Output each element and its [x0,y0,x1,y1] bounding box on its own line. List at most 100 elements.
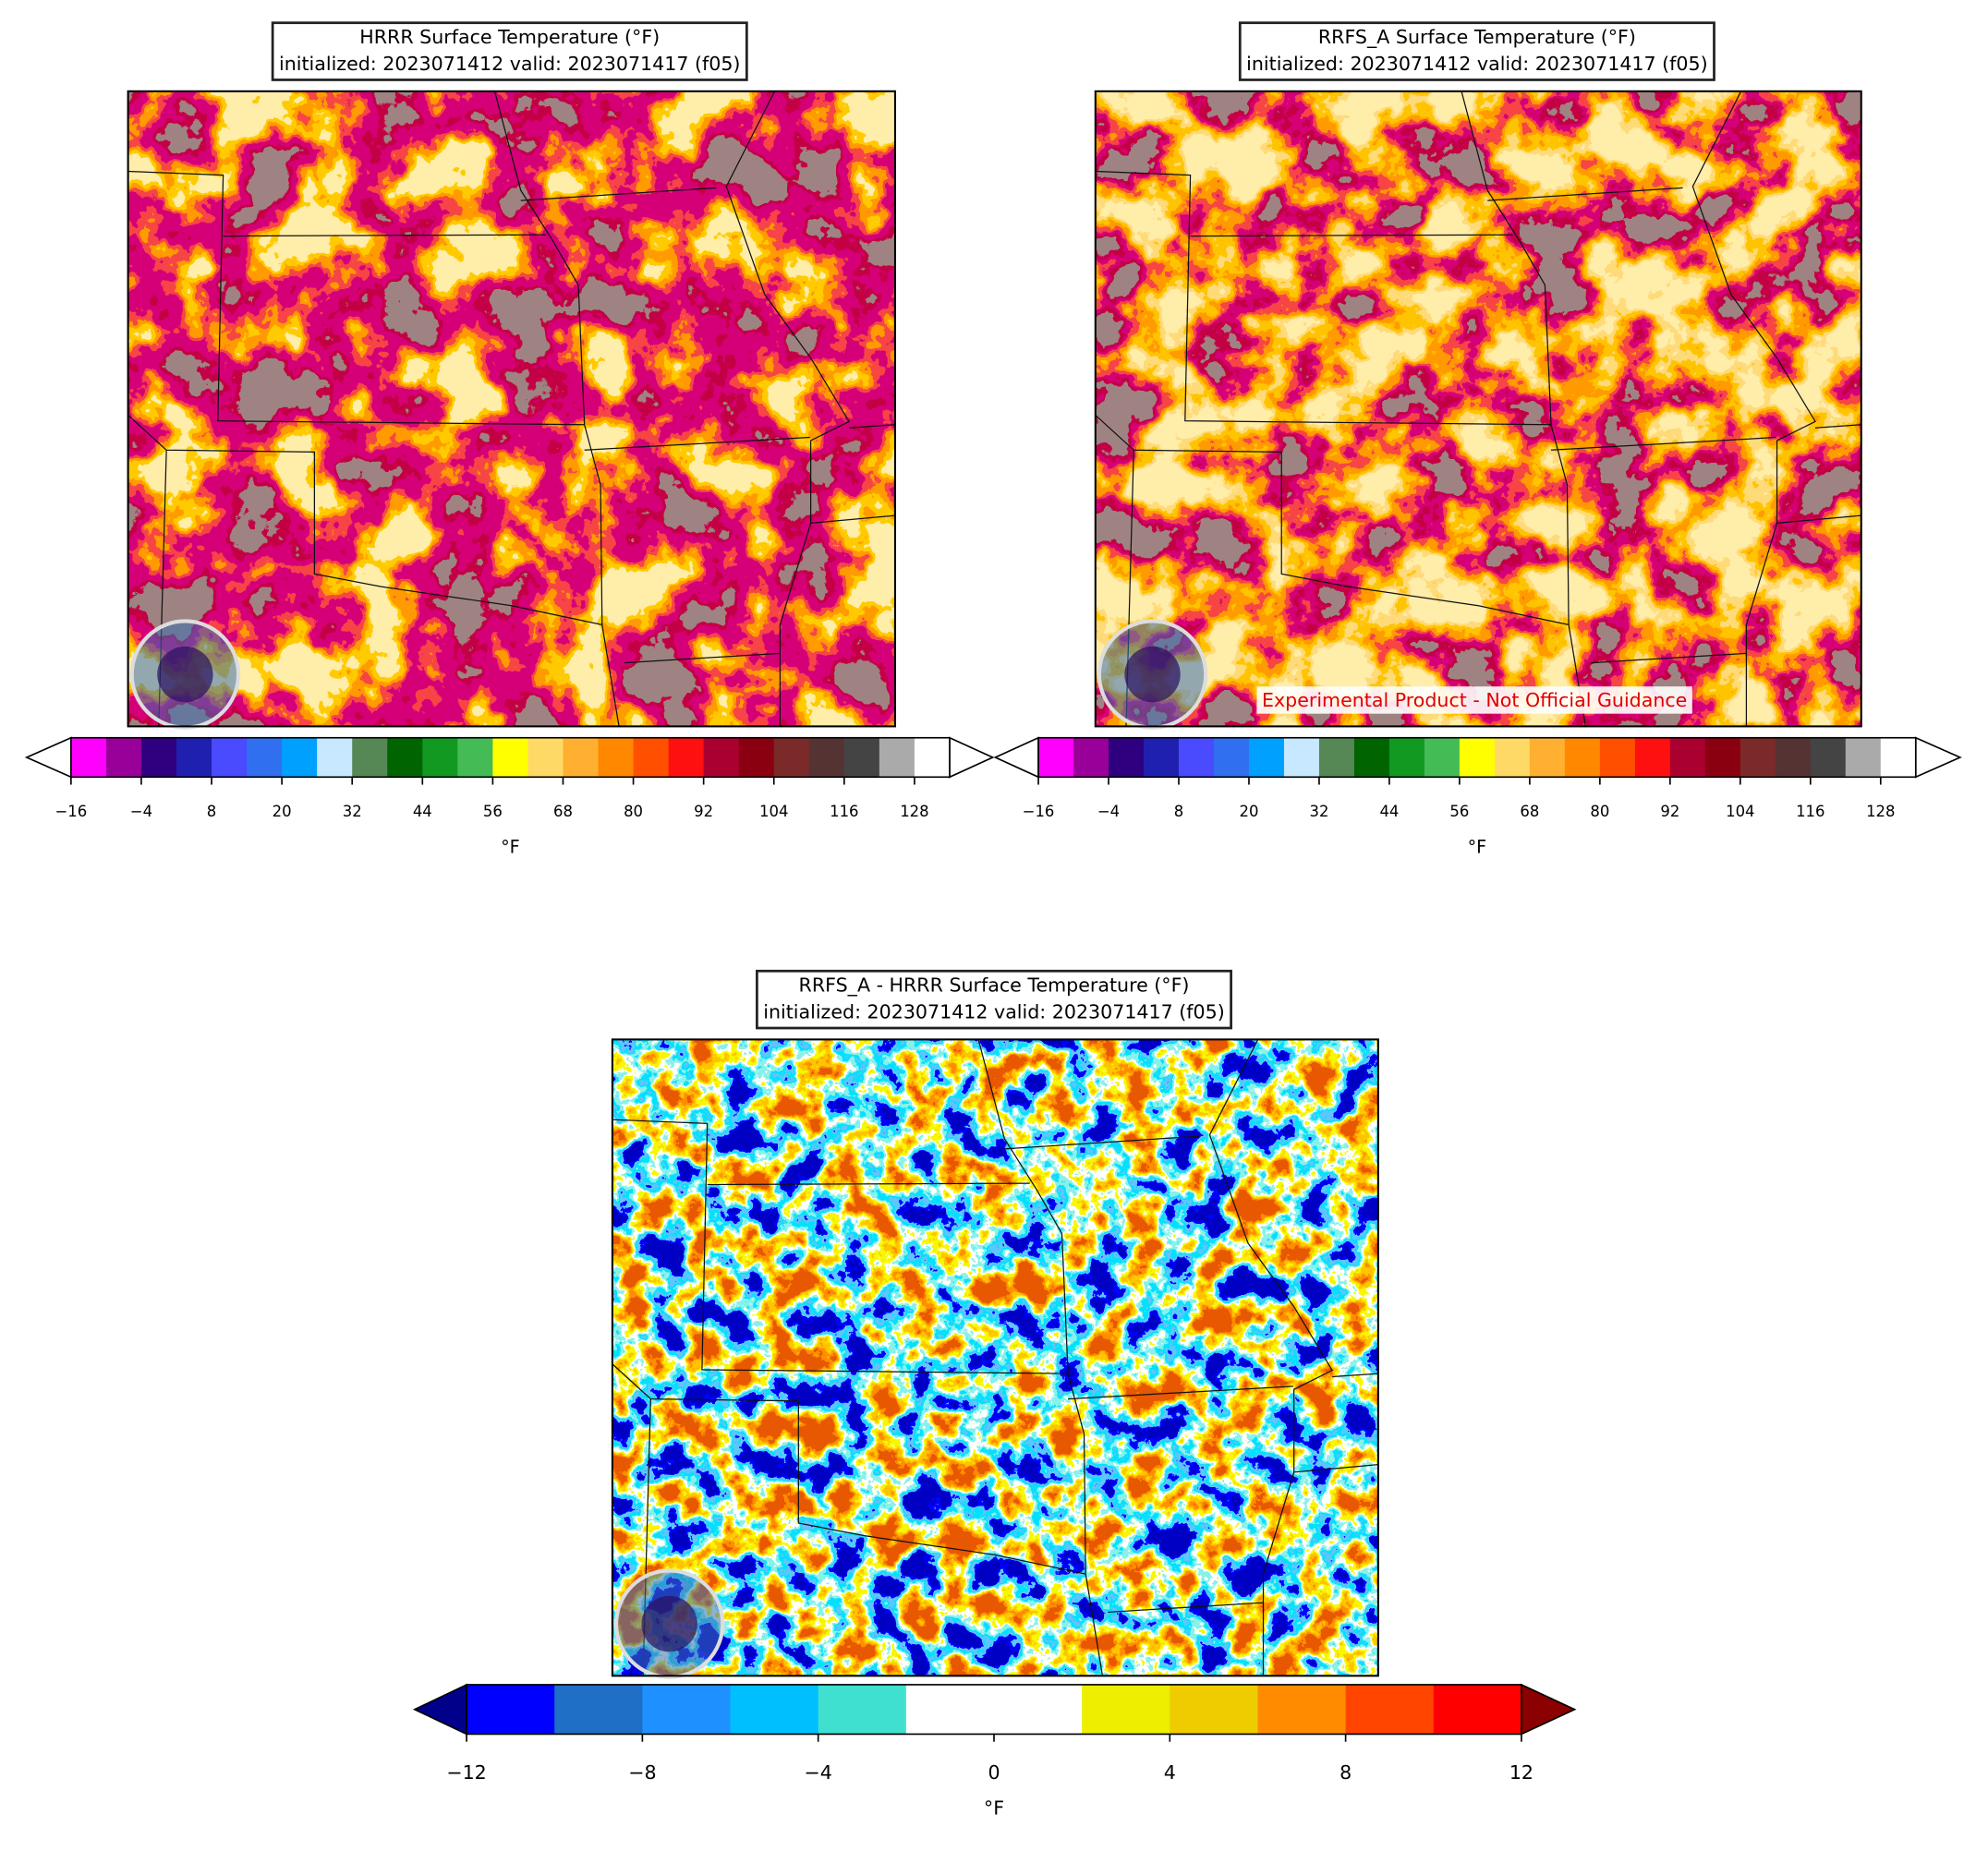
colorbar-box [1257,1684,1347,1735]
colorbar-tick-label: 80 [624,803,643,820]
colorbar-label: °F [1468,837,1487,858]
map-field [1095,91,1861,727]
colorbar-box [1634,737,1671,778]
state-boundary [1487,187,1683,201]
panel: HRRR Surface Temperature (°F) initialized… [24,21,995,858]
colorbar-box [1144,737,1180,778]
colorbar-box [492,737,528,778]
colorbar-box [1845,737,1882,778]
colorbar-box [633,737,670,778]
colorbar-box [1529,737,1566,778]
colorbar-box [1424,737,1461,778]
colorbar-box [457,737,493,778]
colorbar-tick-label: 116 [1796,803,1824,820]
colorbar-tick-label: 80 [1590,803,1609,820]
colorbar-box [879,737,915,778]
state-boundary [707,1182,1030,1186]
colorbar-tick-label: 116 [830,803,858,820]
colorbar-box [1082,1684,1170,1735]
state-boundary [725,91,851,727]
colorbar-box [282,737,318,778]
colorbar-box [914,737,951,778]
colorbar-box [563,737,599,778]
colorbar-frame [70,736,951,779]
noaa-logo-inner [641,1595,697,1652]
colorbar-box [1388,737,1425,778]
colorbar-box [212,737,248,778]
colorbar-tick-label: −8 [628,1761,656,1784]
colorbar-box [247,737,283,778]
colorbar-box [1599,737,1636,778]
colorbar-tick-label: 68 [553,803,573,820]
colorbar-tick-label: 12 [1509,1761,1533,1784]
colorbar-box [818,1684,907,1735]
colorbar-box [773,737,810,778]
colorbar-tick-label: 8 [1339,1761,1352,1784]
state-boundary [520,187,717,201]
state-boundary [624,652,781,664]
colorbar-box [422,737,458,778]
state-boundary [1550,436,1776,451]
title-box [271,21,748,81]
colorbar-box [1353,737,1390,778]
colorbar-box [1178,737,1215,778]
colorbar-box [1109,737,1145,778]
colorbar-box [905,1684,1083,1735]
title-box [1238,21,1715,81]
colorbar-box [1740,737,1776,778]
title-line: initialized: 2023071412 valid: 202307141… [279,53,740,75]
colorbar-box [317,737,353,778]
colorbar-over [949,736,995,779]
state-boundary [612,1119,1069,1374]
annotation: Experimental Product - Not Official Guid… [1262,689,1687,711]
colorbar-tick-label: 56 [483,803,503,820]
colorbar-box [1880,737,1917,778]
noaa-logo-inner [1124,646,1181,703]
colorbar-tick-label: 4 [1164,1761,1176,1784]
colorbar-tick-label: 32 [343,803,362,820]
colorbar-tick-label: 0 [988,1761,1000,1784]
state-boundary [1004,1135,1200,1150]
colorbar-under [412,1683,467,1736]
colorbar-under [24,736,72,779]
colorbar-tick-label: 68 [1520,803,1539,820]
colorbar-box [1345,1684,1435,1735]
colorbar-tick-label: 128 [1866,803,1895,820]
state-boundary [1068,1385,1293,1400]
colorbar-box [527,737,564,778]
colorbar-tick-label: 20 [273,803,292,820]
colorbar-label: °F [501,837,520,858]
colorbar-tick-label: −16 [1023,803,1055,820]
colorbar-tick-label: 104 [1726,803,1754,820]
colorbar-box [352,737,388,778]
panel: RRFS_A Surface Temperature (°F) initializ… [993,21,1962,858]
title-line: RRFS_A - HRRR Surface Temperature (°F) [799,974,1190,998]
title-line: initialized: 2023071412 valid: 202307141… [1246,53,1707,75]
colorbar-box [176,737,212,778]
map-frame [611,1038,1379,1677]
colorbar-over [1914,736,1962,779]
state-boundary [1190,234,1513,237]
colorbar-tick-label: 92 [694,803,713,820]
colorbar-box [1248,737,1285,778]
colorbar-tick-label: 44 [413,803,432,820]
colorbar-tick-label: −16 [55,803,87,820]
colorbar-tick-label: 104 [759,803,788,820]
state-boundary [1332,1373,1378,1378]
colorbar-box [1073,737,1109,778]
colorbar-box [730,1684,819,1735]
state-boundary [1814,424,1861,429]
colorbar-box [554,1684,643,1735]
colorbar-box [843,737,880,778]
state-boundary [1208,1039,1333,1676]
colorbar-tick-label: 8 [207,803,216,820]
state-boundary [1095,170,1552,426]
colorbar-box [1038,737,1074,778]
title-line: HRRR Surface Temperature (°F) [359,26,660,48]
colorbar-tick-label: 8 [1174,803,1183,820]
colorbar-box [1283,737,1320,778]
state-boundary [1691,91,1816,727]
colorbar-box [105,737,142,778]
colorbar-tick-label: −4 [805,1761,832,1784]
